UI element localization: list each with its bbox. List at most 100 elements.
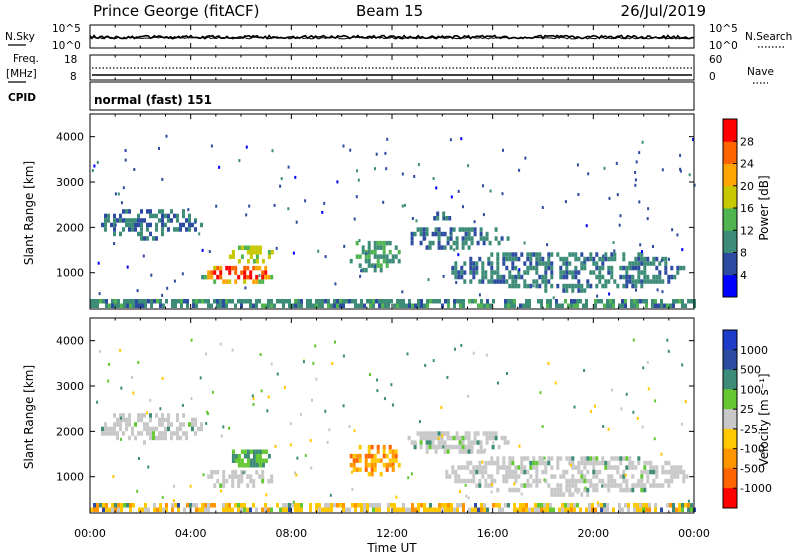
range-cell: [355, 467, 359, 472]
range-cell: [604, 283, 608, 289]
range-cell: [484, 448, 487, 452]
range-cell: [458, 444, 462, 450]
range-cell: [628, 279, 632, 284]
range-cell: [583, 456, 587, 461]
range-cell: [601, 484, 604, 488]
range-cell: [111, 503, 114, 508]
range-cell: [243, 469, 247, 475]
range-cell: [607, 265, 611, 271]
range-cell: [167, 218, 170, 223]
range-cell: [550, 265, 554, 271]
range-cell: [492, 299, 495, 304]
range-cell: [648, 503, 651, 508]
range-cell: [425, 231, 429, 237]
range-cell: [559, 483, 563, 488]
range-cell: [267, 299, 270, 304]
range-cell: [676, 270, 680, 275]
range-cell: [252, 265, 256, 271]
range-cell: [584, 486, 587, 490]
velocity-colorbar-swatch: [723, 409, 737, 430]
range-cell: [425, 431, 429, 436]
range-cell: [529, 256, 533, 262]
range-cell: [580, 474, 584, 479]
range-cell: [451, 465, 455, 470]
range-cell: [243, 274, 247, 280]
range-cell: [408, 299, 411, 304]
range-cell: [384, 151, 387, 155]
range-cell: [459, 303, 462, 308]
range-cell: [634, 261, 638, 266]
range-cell: [446, 375, 449, 379]
range-cell: [503, 435, 507, 441]
range-cell: [682, 265, 686, 271]
range-cell: [149, 417, 152, 423]
range-cell: [249, 270, 253, 275]
range-cell: [660, 259, 663, 263]
range-cell: [624, 303, 627, 308]
range-cell: [222, 425, 225, 429]
range-cell: [122, 186, 125, 190]
range-cell: [367, 462, 371, 468]
range-cell: [664, 256, 668, 262]
range-cell: [619, 474, 623, 479]
range-cell: [391, 458, 395, 463]
range-cell: [481, 274, 485, 280]
range-cell: [601, 460, 605, 466]
range-cell: [520, 274, 524, 280]
range-cell: [222, 507, 225, 512]
range-cell: [321, 299, 324, 304]
range-cell: [365, 252, 368, 256]
range-cell: [604, 279, 608, 284]
range-cell: [541, 279, 545, 284]
range-cell: [455, 431, 459, 436]
range-cell: [508, 469, 512, 475]
range-cell: [376, 254, 380, 259]
range-cell: [467, 164, 470, 168]
range-cell: [467, 444, 471, 450]
range-cell: [610, 478, 614, 484]
range-cell: [655, 279, 659, 284]
range-cell: [244, 286, 247, 290]
range-cell: [432, 435, 435, 439]
range-cell: [610, 465, 614, 470]
range-cell: [469, 460, 473, 466]
range-cell: [478, 256, 482, 262]
range-cell: [369, 299, 372, 304]
range-cell: [628, 456, 632, 461]
range-cell: [125, 422, 128, 427]
range-cell: [476, 449, 480, 454]
range-cell: [261, 303, 264, 308]
range-cell: [321, 507, 324, 512]
range-cell: [622, 256, 626, 262]
range-cell: [144, 303, 147, 308]
range-cell: [481, 270, 485, 275]
range-cell: [225, 507, 228, 512]
range-cell: [646, 217, 649, 221]
range-cell: [586, 492, 590, 497]
range-cell: [502, 256, 506, 262]
range-cell: [590, 410, 593, 413]
range-cell: [631, 460, 635, 466]
range-cell: [550, 252, 554, 257]
range-cell: [240, 270, 244, 275]
range-cell: [642, 507, 645, 512]
range-cell: [243, 265, 247, 271]
range-cell: [282, 303, 285, 308]
range-cell: [364, 267, 368, 273]
range-cell: [210, 469, 214, 475]
range-cell: [517, 474, 521, 479]
range-cell: [434, 444, 438, 450]
range-cell: [246, 507, 249, 512]
range-cell: [462, 299, 465, 304]
range-cell: [171, 507, 174, 512]
range-cell: [522, 503, 525, 508]
range-cell: [182, 213, 185, 219]
range-cell: [610, 388, 613, 392]
velocity-colorbar-label: Velocity [m s⁻¹]: [757, 373, 771, 466]
range-cell: [117, 192, 120, 196]
range-cell: [243, 507, 246, 512]
range-cell: [649, 279, 653, 284]
range-cell: [155, 213, 158, 219]
range-cell: [188, 227, 191, 232]
range-cell: [634, 279, 638, 284]
